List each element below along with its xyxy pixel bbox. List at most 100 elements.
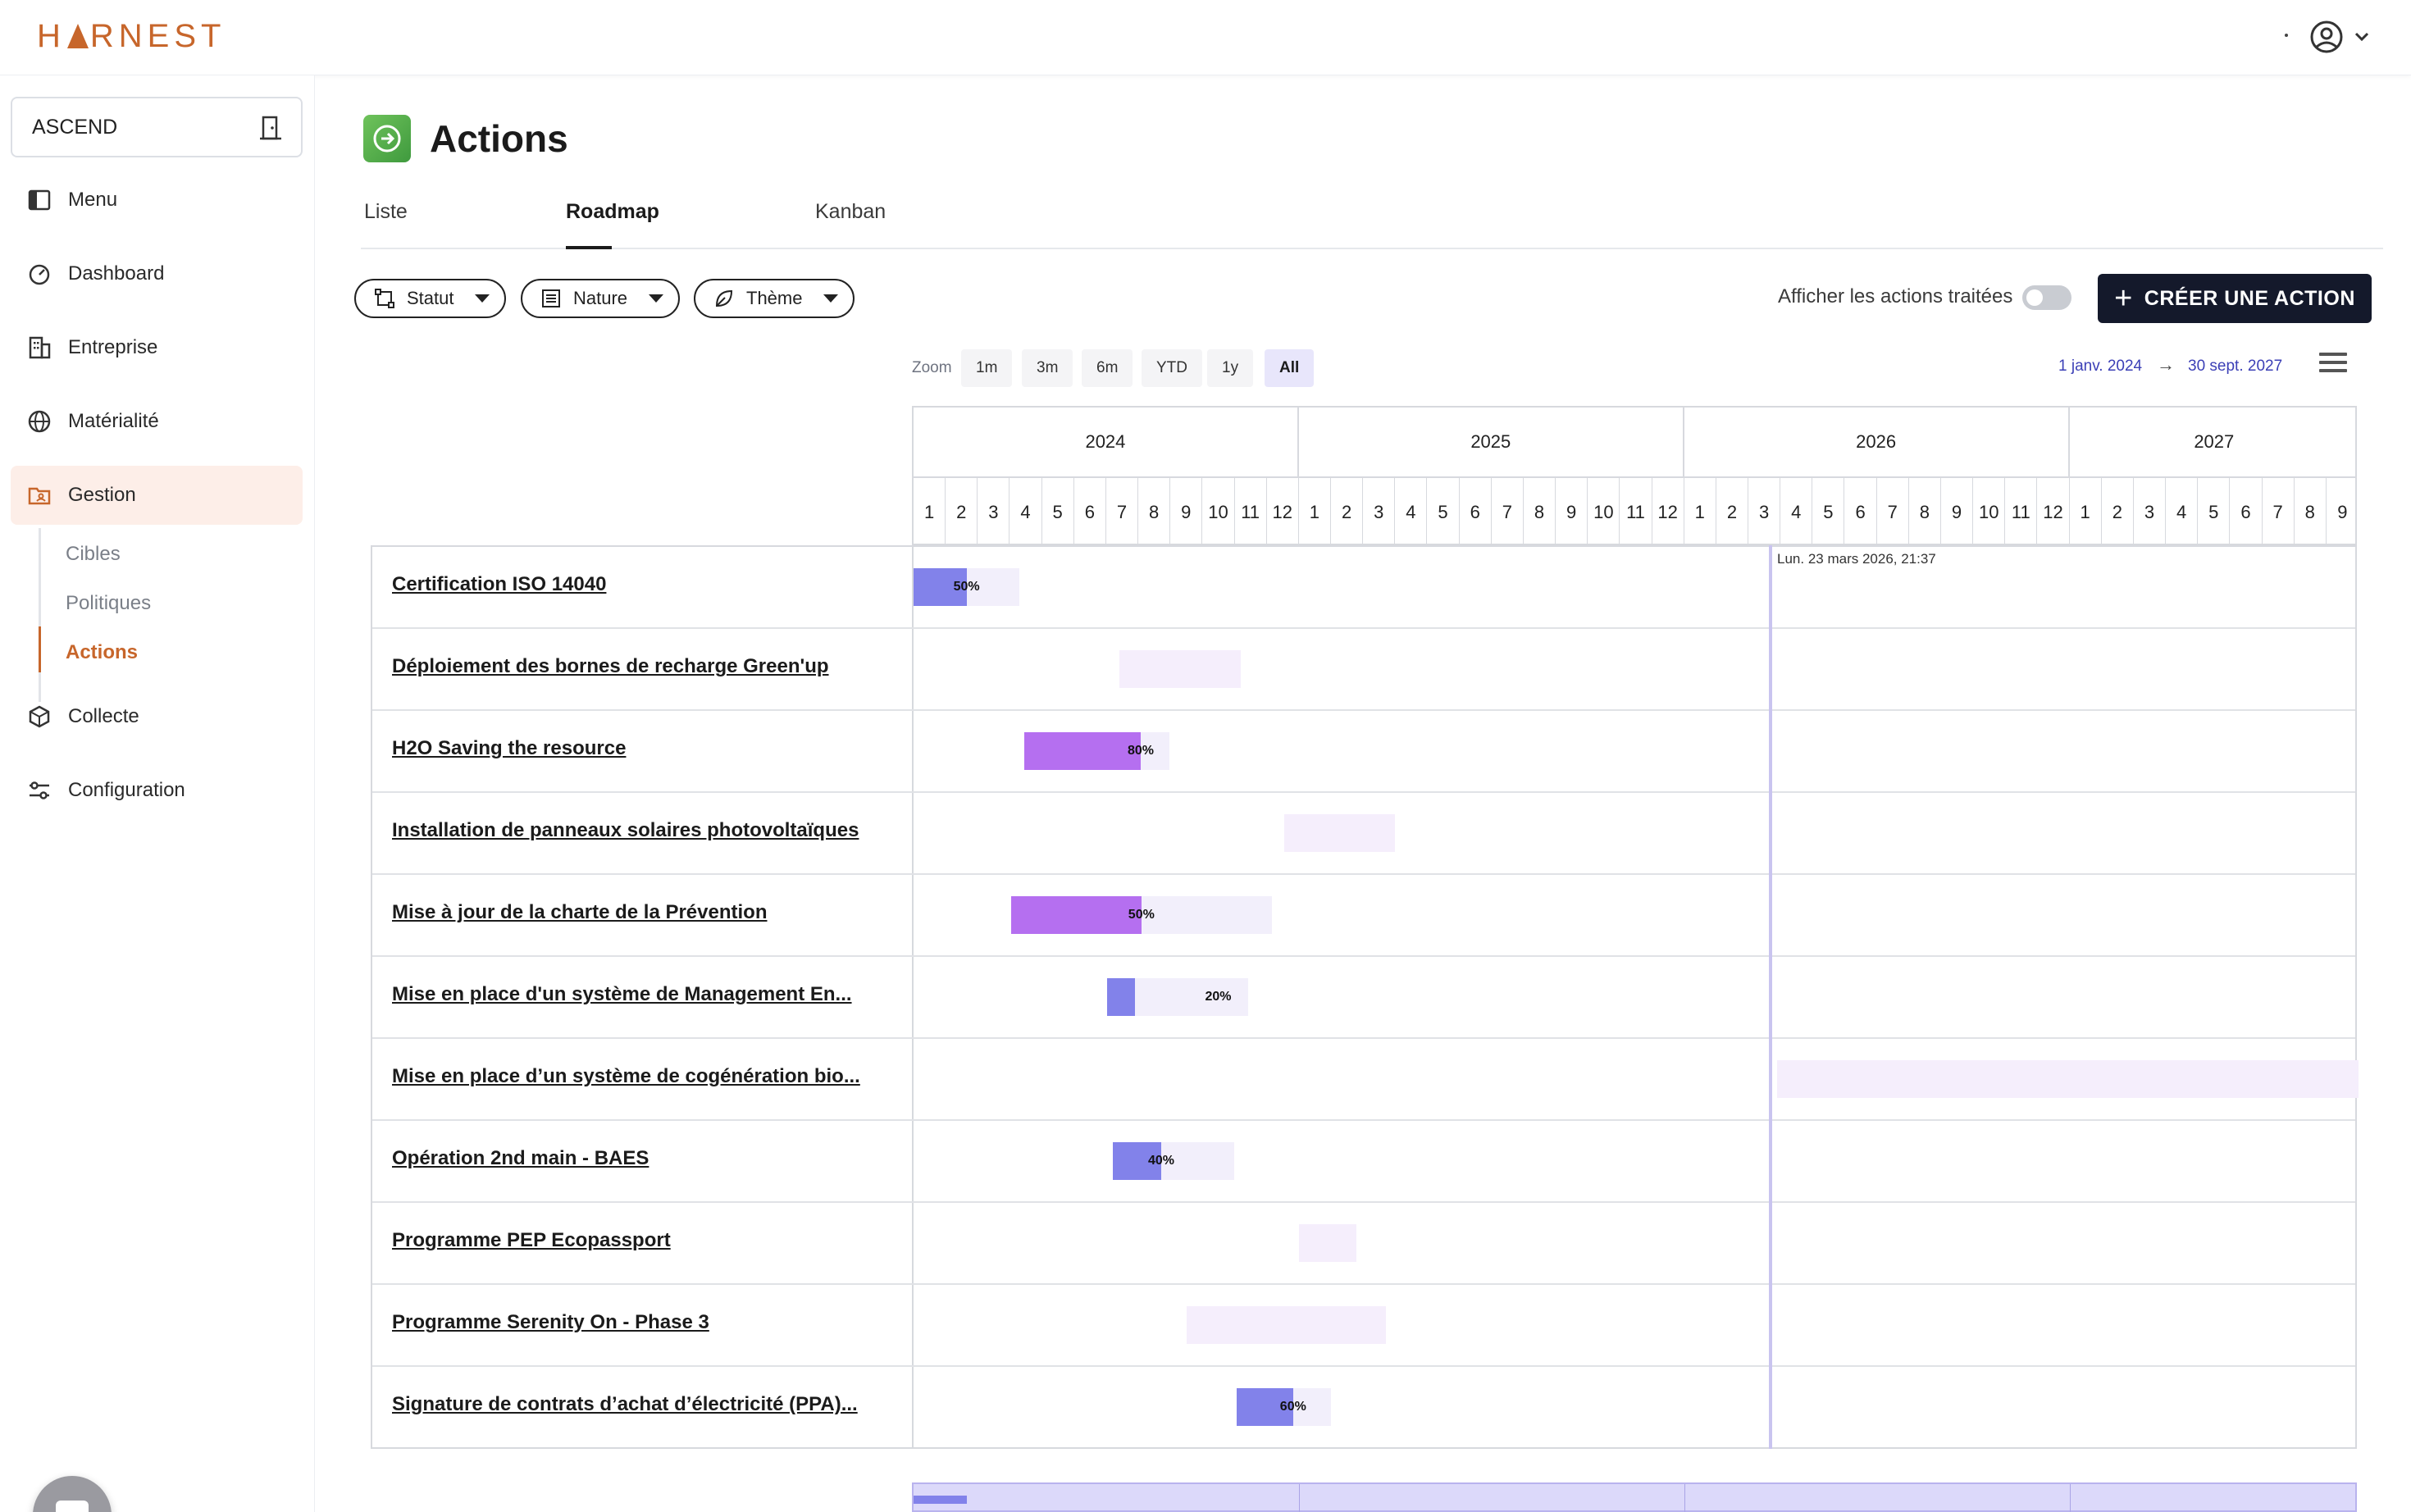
row-divider (912, 1203, 914, 1283)
arrow-circle-icon (373, 125, 401, 153)
month-cell: 11 (2005, 478, 2038, 547)
task-name-link[interactable]: Opération 2nd main - BAES (392, 1147, 649, 1169)
zoom-ytd-button[interactable]: YTD (1142, 349, 1202, 387)
sidebar-item-label: Menu (68, 189, 118, 211)
chat-button[interactable] (33, 1476, 112, 1512)
task-name-link[interactable]: Installation de panneaux solaires photov… (392, 819, 859, 841)
sidebar-subitem-actions[interactable]: Actions (66, 641, 139, 663)
task-row: Certification ISO 14040 50% (372, 547, 2355, 629)
task-name-link[interactable]: Mise à jour de la charte de la Préventio… (392, 901, 768, 923)
task-bar[interactable] (1777, 1060, 2359, 1098)
create-action-label: CRÉER UNE ACTION (2144, 286, 2355, 310)
harnest-logo[interactable]: H RNEST (37, 18, 226, 54)
month-cell: 9 (1170, 478, 1203, 547)
timeline-navigator[interactable] (912, 1482, 2357, 1512)
row-divider (912, 1367, 914, 1449)
task-bar[interactable]: 80% (1024, 732, 1170, 770)
task-row: Programme PEP Ecopassport (372, 1203, 2355, 1285)
filter-statut[interactable]: Statut (354, 279, 507, 318)
filter-nature[interactable]: Nature (521, 279, 681, 318)
filter-label: Statut (407, 288, 454, 308)
task-progress-fill (1236, 1388, 1293, 1426)
sidebar-item-collecte[interactable]: Collecte (11, 687, 303, 746)
filter-theme[interactable]: Thème (694, 279, 855, 318)
folder-user-icon (28, 487, 51, 505)
sidebar-toggle-icon (28, 189, 51, 211)
task-bar[interactable] (1298, 1224, 1357, 1262)
month-cell: 7 (1877, 478, 1909, 547)
page-title: Actions (430, 117, 568, 160)
month-cell: 1 (2070, 478, 2102, 547)
month-cell: 12 (2037, 478, 2070, 547)
tab-liste[interactable]: Liste (364, 200, 408, 223)
user-account-icon[interactable] (2309, 20, 2344, 54)
zoom-6m-button[interactable]: 6m (1082, 349, 1133, 387)
task-name-link[interactable]: H2O Saving the resource (392, 737, 627, 759)
chevron-down-icon[interactable] (2354, 29, 2370, 45)
sidebar-subitem-politiques[interactable]: Politiques (66, 592, 152, 614)
task-bar[interactable] (1186, 1306, 1386, 1344)
zoom-1m-button[interactable]: 1m (961, 349, 1013, 387)
range-from-date[interactable]: 1 janv. 2024 (2058, 358, 2143, 375)
month-cell: 6 (1460, 478, 1492, 547)
toggle-knob (2026, 289, 2043, 306)
sidebar-item-menu[interactable]: Menu (11, 171, 303, 230)
row-divider (912, 1121, 914, 1201)
caret-down-icon (823, 294, 839, 303)
sidebar-item-label: Matérialité (68, 410, 159, 432)
month-cell: 10 (1973, 478, 2006, 547)
month-cell: 6 (1074, 478, 1106, 547)
caret-down-icon (649, 294, 664, 303)
task-bar[interactable] (1284, 814, 1396, 852)
sidebar-item-materialite[interactable]: Matérialité (11, 392, 303, 451)
month-cell: 8 (2295, 478, 2327, 547)
sidebar-item-label: Dashboard (68, 262, 165, 285)
task-name-link[interactable]: Programme Serenity On - Phase 3 (392, 1311, 709, 1333)
chat-icon (56, 1501, 89, 1512)
leaf-icon (715, 289, 733, 307)
task-bar[interactable]: 60% (1236, 1388, 1331, 1426)
range-to-date[interactable]: 30 sept. 2027 (2188, 358, 2283, 375)
show-treated-label: Afficher les actions traitées (1778, 285, 2013, 307)
month-cell: 5 (2198, 478, 2231, 547)
task-name-link[interactable]: Mise en place d’un système de cogénérati… (392, 1065, 860, 1087)
zoom-1y-button[interactable]: 1y (1207, 349, 1254, 387)
task-bar[interactable]: 50% (1010, 896, 1272, 934)
month-cell: 4 (1010, 478, 1042, 547)
task-row: Signature de contrats d’achat d’électric… (372, 1367, 2355, 1449)
plus-icon: + (2114, 281, 2133, 316)
month-cell: 7 (1106, 478, 1139, 547)
sidebar-item-gestion[interactable]: Gestion (11, 466, 303, 525)
show-treated-toggle[interactable] (2022, 285, 2071, 310)
sidebar-subitem-cibles[interactable]: Cibles (66, 543, 121, 565)
sidebar-item-dashboard[interactable]: Dashboard (11, 244, 303, 303)
task-progress-label: 20% (1205, 990, 1232, 1004)
create-action-button[interactable]: + CRÉER UNE ACTION (2098, 274, 2372, 323)
zoom-all-button[interactable]: All (1265, 349, 1315, 387)
tab-roadmap[interactable]: Roadmap (566, 200, 659, 223)
task-name-link[interactable]: Mise en place d'un système de Management… (392, 983, 852, 1005)
chart-menu-icon[interactable] (2319, 353, 2347, 376)
sidebar-item-configuration[interactable]: Configuration (11, 761, 303, 820)
tab-active-indicator (566, 246, 612, 249)
task-row: Mise à jour de la charte de la Préventio… (372, 875, 2355, 957)
organization-selector[interactable]: ASCEND (11, 97, 303, 157)
task-bar[interactable] (1119, 650, 1242, 688)
task-progress-fill (914, 568, 967, 606)
task-progress-label: 50% (953, 580, 980, 594)
task-bar[interactable]: 20% (1107, 978, 1248, 1016)
task-bar[interactable]: 40% (1112, 1142, 1234, 1180)
month-cell: 1 (1684, 478, 1716, 547)
month-cell: 10 (1588, 478, 1620, 547)
task-name-link[interactable]: Certification ISO 14040 (392, 573, 607, 595)
zoom-3m-button[interactable]: 3m (1022, 349, 1073, 387)
task-name-link[interactable]: Déploiement des bornes de recharge Green… (392, 655, 829, 677)
filter-label: Nature (573, 288, 628, 308)
task-bar[interactable]: 50% (914, 568, 1020, 606)
month-cell: 5 (1812, 478, 1845, 547)
month-cell: 2 (946, 478, 978, 547)
sidebar-item-entreprise[interactable]: Entreprise (11, 318, 303, 377)
task-name-link[interactable]: Signature de contrats d’achat d’électric… (392, 1393, 858, 1415)
task-name-link[interactable]: Programme PEP Ecopassport (392, 1229, 671, 1251)
tab-kanban[interactable]: Kanban (815, 200, 886, 223)
